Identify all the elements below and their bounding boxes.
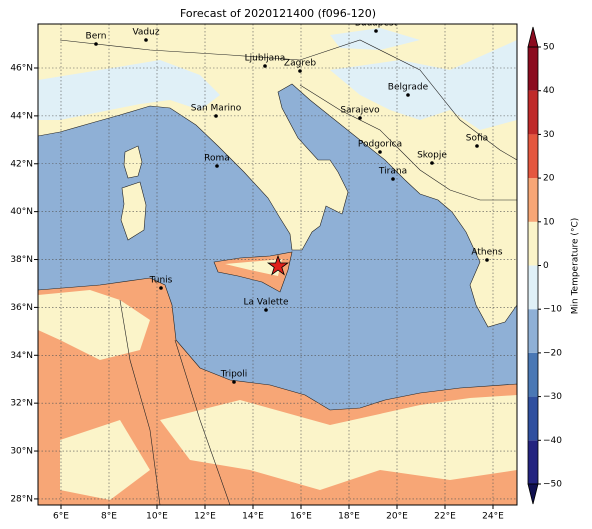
country-border bbox=[59, 39, 517, 161]
colorbar-bin bbox=[528, 396, 538, 441]
city-label: Budapest bbox=[355, 19, 398, 29]
city-dot bbox=[159, 286, 163, 290]
colorbar-bin bbox=[528, 134, 538, 179]
x-tick-label: 24°E bbox=[482, 512, 504, 522]
x-tick-label: 8°E bbox=[101, 512, 117, 522]
grid bbox=[38, 24, 517, 505]
x-tick-label: 10°E bbox=[146, 512, 168, 522]
colorbar-extend bbox=[527, 26, 539, 48]
x-tick-label: 6°E bbox=[53, 512, 69, 522]
colorbar-bin bbox=[528, 90, 538, 135]
city-label: Roma bbox=[204, 154, 230, 164]
y-tick-label: 38°N bbox=[10, 255, 33, 265]
city-dot bbox=[358, 116, 362, 120]
colorbar-label: Min Temperature (°C) bbox=[571, 218, 581, 315]
y-tick-label: 44°N bbox=[10, 111, 33, 121]
country-border bbox=[119, 299, 161, 505]
city-dot bbox=[485, 258, 489, 262]
title: Forecast of 2020121400 (f096-120) bbox=[180, 7, 376, 20]
colorbar-bin bbox=[528, 309, 538, 353]
colorbar-bin bbox=[528, 221, 538, 266]
city-dot bbox=[264, 308, 268, 312]
colorbar-bin bbox=[528, 352, 538, 397]
y-tick-label: 32°N bbox=[10, 399, 33, 409]
colorbar-tick-label: −30 bbox=[543, 392, 562, 402]
x-tick-label: 22°E bbox=[434, 512, 456, 522]
city-label: Sofia bbox=[466, 134, 488, 144]
city-label: San Marino bbox=[191, 104, 242, 114]
cold-patch bbox=[330, 40, 517, 130]
land-sardinia bbox=[120, 181, 147, 241]
city-dot bbox=[430, 161, 434, 165]
colorbar-tick-label: 20 bbox=[543, 174, 555, 184]
colorbar-tick-label: 0 bbox=[543, 261, 549, 271]
city-label: Tirana bbox=[378, 167, 407, 177]
city-dot bbox=[475, 144, 479, 148]
y-tick-label: 42°N bbox=[10, 159, 33, 169]
land-sicily-inner bbox=[225, 259, 282, 276]
country-border bbox=[174, 339, 231, 505]
colorbar-bin bbox=[528, 47, 538, 91]
city-dot bbox=[391, 177, 395, 181]
city-dot bbox=[263, 64, 267, 68]
city-label: Podgorica bbox=[358, 140, 402, 150]
city-dot bbox=[406, 93, 410, 97]
city-dot bbox=[298, 69, 302, 73]
x-tick-label: 18°E bbox=[338, 512, 360, 522]
map-frame bbox=[37, 23, 518, 506]
y-tick-label: 30°N bbox=[10, 447, 33, 457]
country-border bbox=[299, 84, 517, 201]
axis-ticks: 6°E 8°E 10°E 12°E 14°E 16°E 18°E 20°E 22°E 24°E 28… bbox=[10, 64, 504, 522]
colorbar-tick-label: −50 bbox=[543, 480, 562, 490]
city-dot bbox=[94, 42, 98, 46]
city-label: Zagreb bbox=[284, 59, 316, 69]
cold-patch bbox=[38, 60, 220, 120]
city-dot bbox=[214, 114, 218, 118]
colorbar-extend bbox=[527, 483, 539, 505]
city-dot bbox=[374, 29, 378, 33]
colorbar-tick-label: −20 bbox=[543, 348, 562, 358]
colorbar-bin bbox=[528, 265, 538, 310]
city-dot bbox=[215, 164, 219, 168]
city-label: Belgrade bbox=[388, 83, 429, 93]
city-label: Tripoli bbox=[220, 370, 248, 380]
city-label: Vaduz bbox=[132, 28, 159, 38]
y-tick-label: 36°N bbox=[10, 303, 33, 313]
land-corsica bbox=[123, 145, 143, 179]
y-tick-label: 28°N bbox=[10, 494, 33, 504]
city-label: Skopje bbox=[417, 151, 447, 161]
colorbar: −50 −40 −30 −20 −10 0 10 20 30 40 50 bbox=[527, 26, 562, 505]
x-tick-label: 14°E bbox=[242, 512, 264, 522]
city-dot bbox=[378, 150, 382, 154]
city-label: Bern bbox=[86, 32, 107, 42]
colorbar-tick-label: −40 bbox=[543, 436, 562, 446]
mild-patch bbox=[160, 395, 517, 490]
colorbar-tick-label: −10 bbox=[543, 305, 562, 315]
y-tick-label: 34°N bbox=[10, 351, 33, 361]
x-tick-label: 16°E bbox=[290, 512, 312, 522]
colorbar-tick-label: 40 bbox=[543, 86, 555, 96]
colorbar-bin bbox=[528, 440, 538, 484]
city-label: Athens bbox=[471, 248, 502, 258]
y-tick-label: 40°N bbox=[10, 207, 33, 217]
city-label: Ljubljana bbox=[245, 54, 286, 64]
x-tick-label: 12°E bbox=[194, 512, 216, 522]
city-label: Tunis bbox=[149, 276, 173, 286]
star-marker bbox=[266, 254, 290, 276]
city-label: La Valette bbox=[244, 298, 289, 308]
colorbar-tick-label: 50 bbox=[543, 43, 555, 53]
colorbar-bin bbox=[528, 178, 538, 222]
city-dot bbox=[144, 38, 148, 42]
x-tick-label: 20°E bbox=[386, 512, 408, 522]
y-tick-label: 46°N bbox=[10, 64, 33, 74]
colorbar-tick-label: 30 bbox=[543, 130, 555, 140]
city-label: Sarajevo bbox=[340, 106, 380, 116]
colorbar-tick-label: 10 bbox=[543, 217, 555, 227]
cold-patch bbox=[330, 28, 420, 50]
city-dot bbox=[232, 380, 236, 384]
mild-patch bbox=[60, 420, 150, 500]
